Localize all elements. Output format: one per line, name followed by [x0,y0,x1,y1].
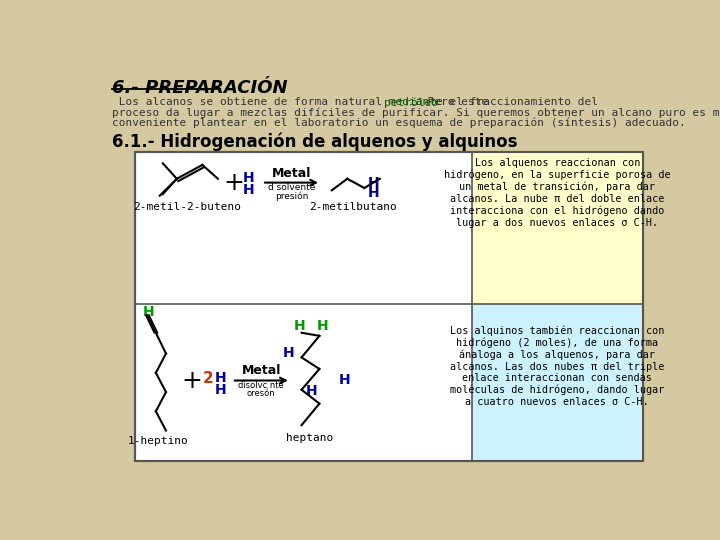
Text: presión: presión [275,191,308,200]
Text: disolvc nte: disolvc nte [238,381,284,389]
Text: petróleo: petróleo [384,97,438,107]
Text: Metal: Metal [242,363,281,376]
Bar [135,152,642,461]
Text: proceso da lugar a mezclas difíciles de purificar. Si queremos obtener un alcano: proceso da lugar a mezclas difíciles de … [112,107,720,118]
Text: +: + [223,171,244,194]
Text: H: H [294,319,305,333]
Text: heptano: heptano [286,433,333,443]
Text: 2: 2 [202,372,213,387]
Text: H: H [282,346,294,360]
Text: H: H [367,186,379,200]
Text: conveniente plantear en el laboratorio un esquema de preparación (síntesis) adec: conveniente plantear en el laboratorio u… [112,117,685,127]
Text: H: H [317,319,328,333]
Text: . Pero este: . Pero este [414,97,489,107]
Text: H: H [306,384,318,399]
Text: 2-metil-2-buteno: 2-metil-2-buteno [133,202,241,212]
Bar [135,152,642,461]
Text: H: H [215,383,226,397]
Text: Los alquinos también reaccionan con
hidrógeno (2 moles), de una forma
ánaloga a : Los alquinos también reaccionan con hidr… [450,325,665,407]
Text: 1-heptino: 1-heptino [128,436,189,446]
Text: H: H [338,373,350,387]
Text: Los alcanos se obtiene de forma natural mediante el fraccionamiento del: Los alcanos se obtiene de forma natural … [112,97,605,107]
Text: d solvente: d solvente [268,183,315,192]
Text: H: H [215,372,226,385]
Text: 6.1.- Hidrogenación de alquenos y alquinos: 6.1.- Hidrogenación de alquenos y alquin… [112,132,517,151]
Text: 6.- PREPARACIÓN: 6.- PREPARACIÓN [112,79,287,97]
Text: Metal: Metal [272,167,311,180]
Text: 2-metilbutano: 2-metilbutano [310,202,397,212]
Text: +: + [182,368,203,393]
Text: H: H [143,305,154,319]
Text: H: H [367,177,379,191]
Bar [472,303,642,461]
Bar [472,152,642,303]
Text: H: H [243,171,255,185]
Text: oresón: oresón [247,389,276,398]
Text: Los alquenos reaccionan con
hidrógeno, en la superficie porosa de
un metal de tr: Los alquenos reaccionan con hidrógeno, e… [444,158,670,228]
Text: H: H [243,184,255,198]
